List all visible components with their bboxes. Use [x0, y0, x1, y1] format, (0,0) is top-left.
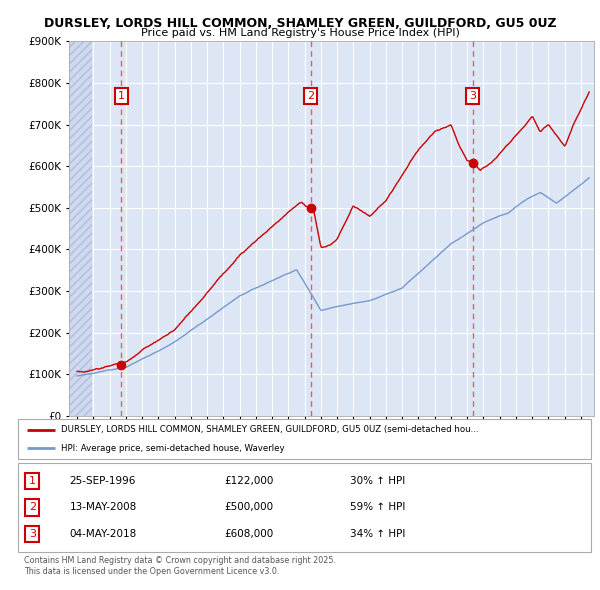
Text: HPI: Average price, semi-detached house, Waverley: HPI: Average price, semi-detached house,… — [61, 444, 284, 453]
Text: 2: 2 — [29, 503, 36, 512]
Text: DURSLEY, LORDS HILL COMMON, SHAMLEY GREEN, GUILDFORD, GU5 0UZ: DURSLEY, LORDS HILL COMMON, SHAMLEY GREE… — [44, 17, 556, 30]
FancyBboxPatch shape — [18, 419, 591, 459]
Text: 2: 2 — [307, 91, 314, 101]
Text: 1: 1 — [29, 476, 36, 486]
Text: 25-SEP-1996: 25-SEP-1996 — [70, 476, 136, 486]
Text: 13-MAY-2008: 13-MAY-2008 — [70, 503, 137, 512]
Text: DURSLEY, LORDS HILL COMMON, SHAMLEY GREEN, GUILDFORD, GU5 0UZ (semi-detached hou: DURSLEY, LORDS HILL COMMON, SHAMLEY GREE… — [61, 425, 478, 434]
Text: Price paid vs. HM Land Registry's House Price Index (HPI): Price paid vs. HM Land Registry's House … — [140, 28, 460, 38]
Bar — [69, 41, 92, 416]
Text: £500,000: £500,000 — [224, 503, 274, 512]
Text: £122,000: £122,000 — [224, 476, 274, 486]
Text: Contains HM Land Registry data © Crown copyright and database right 2025.
This d: Contains HM Land Registry data © Crown c… — [24, 556, 336, 576]
Text: 59% ↑ HPI: 59% ↑ HPI — [350, 503, 406, 512]
Text: 04-MAY-2018: 04-MAY-2018 — [70, 529, 137, 539]
Text: 34% ↑ HPI: 34% ↑ HPI — [350, 529, 406, 539]
Text: 1: 1 — [118, 91, 125, 101]
Text: 30% ↑ HPI: 30% ↑ HPI — [350, 476, 406, 486]
Text: £608,000: £608,000 — [224, 529, 274, 539]
Text: 3: 3 — [29, 529, 36, 539]
Text: 3: 3 — [469, 91, 476, 101]
FancyBboxPatch shape — [18, 463, 591, 552]
